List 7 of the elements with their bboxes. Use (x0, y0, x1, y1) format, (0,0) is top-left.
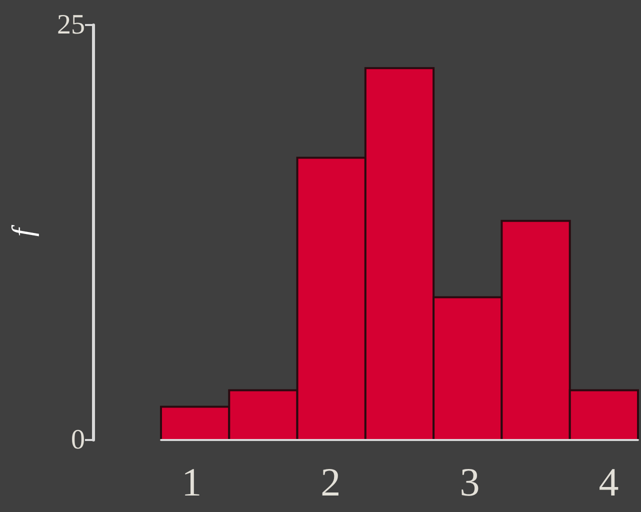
x-tick-label: 4 (598, 460, 619, 504)
x-tick-label: 1 (182, 460, 202, 504)
y-tick-label: 25 (57, 10, 85, 40)
y-axis-title: f (6, 224, 40, 237)
y-tick-label: 0 (71, 424, 85, 456)
x-tick-label: 2 (320, 460, 341, 504)
x-tick-label: 3 (460, 460, 480, 504)
